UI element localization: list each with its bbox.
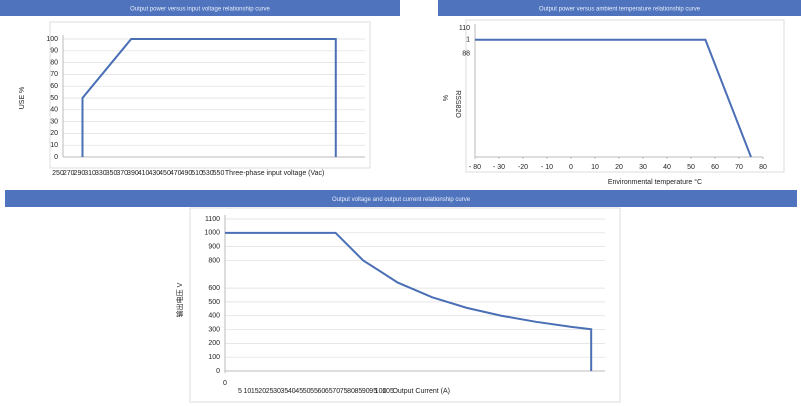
x-tick-label: 5 bbox=[238, 388, 242, 395]
x-tick-label: 80 bbox=[347, 388, 355, 395]
chart-title: Output voltage and output current relati… bbox=[332, 197, 471, 203]
x-tick-label: 25 bbox=[266, 388, 274, 395]
x-tick-label: 20 bbox=[615, 164, 623, 171]
y-tick-label: 600 bbox=[208, 285, 220, 292]
x-tick-label: 95 bbox=[369, 388, 377, 395]
y-tick-label: 10 bbox=[50, 142, 58, 149]
x-tick-label: 40 bbox=[663, 164, 671, 171]
x-tick-label: 50 bbox=[687, 164, 695, 171]
plot-frame bbox=[189, 207, 621, 403]
x-tick-label: 105 bbox=[382, 388, 394, 395]
y-tick-label: 40 bbox=[50, 107, 58, 114]
y-axis-label: USE % bbox=[19, 87, 26, 110]
x-axis-label: Environmental temperature °C bbox=[608, 178, 702, 186]
x-axis-label: Three-phase input voltage (Vac) bbox=[225, 170, 324, 177]
y-tick-label: 900 bbox=[208, 243, 220, 250]
y-tick-label: 1100 bbox=[205, 216, 220, 223]
x-tick-label: 450 bbox=[159, 170, 171, 177]
header-bar bbox=[0, 0, 400, 16]
x-tick-label: 410 bbox=[138, 170, 150, 177]
y-tick-label: 500 bbox=[208, 299, 220, 306]
x-tick-label: 510 bbox=[191, 170, 203, 177]
x-tick-label: 310 bbox=[84, 170, 96, 177]
y-tick-label: 80 bbox=[50, 59, 58, 66]
x-tick-label: 250 bbox=[52, 170, 64, 177]
y-tick-label: 30 bbox=[50, 118, 58, 125]
y-tick-label: 100 bbox=[46, 36, 58, 43]
x-tick-label: 270 bbox=[63, 170, 75, 177]
x-tick-label: - 10 bbox=[541, 164, 553, 171]
x-tick-label: 35 bbox=[281, 388, 289, 395]
x-tick-label: 60 bbox=[711, 164, 719, 171]
x-tick-label: 30 bbox=[639, 164, 647, 171]
x-tick-label: 350 bbox=[106, 170, 118, 177]
x-tick-label: 75 bbox=[340, 388, 348, 395]
curve bbox=[81, 38, 337, 157]
x-tick-label: 100 bbox=[375, 388, 387, 395]
y-tick-label: 300 bbox=[208, 326, 220, 333]
y-axis-label: 输出电压 V bbox=[175, 282, 184, 317]
x-tick-label: 370 bbox=[116, 170, 128, 177]
x-tick-label: 90 bbox=[362, 388, 370, 395]
x-axis-label: Output Current (A) bbox=[392, 388, 450, 395]
x-tick-label: 70 bbox=[332, 388, 340, 395]
y-tick-label: 0 bbox=[54, 154, 58, 161]
x-tick-label: 80 bbox=[759, 164, 767, 171]
plot-frame bbox=[465, 19, 785, 173]
x-tick-label: 30 bbox=[273, 388, 281, 395]
y-tick-label: 60 bbox=[50, 83, 58, 90]
x-tick-label: 55 bbox=[310, 388, 318, 395]
y-tick-label: 50 bbox=[50, 95, 58, 102]
y-tick-label: 110 bbox=[459, 25, 470, 32]
plot-frame bbox=[49, 21, 371, 169]
y-tick-label: 1 bbox=[466, 37, 470, 44]
x-tick-label: 470 bbox=[170, 170, 182, 177]
curve bbox=[475, 38, 752, 158]
x-tick-label: 390 bbox=[127, 170, 139, 177]
x-tick-label: 20 bbox=[258, 388, 266, 395]
y-tick-label: 20 bbox=[50, 130, 58, 137]
y-tick-label: 1000 bbox=[204, 230, 220, 237]
y-tick-label: 88 bbox=[462, 51, 470, 58]
x-tick-label: 330 bbox=[95, 170, 107, 177]
header-bar bbox=[5, 190, 797, 207]
x-tick-label: 50 bbox=[303, 388, 311, 395]
x-tick-label: 290 bbox=[74, 170, 86, 177]
x-tick-label: 40 bbox=[288, 388, 296, 395]
y-tick-label: 400 bbox=[208, 313, 220, 320]
y-tick-label: 800 bbox=[208, 257, 220, 264]
x-tick-label: 490 bbox=[181, 170, 193, 177]
x-tick-label: 70 bbox=[735, 164, 743, 171]
x-tick-label: 45 bbox=[295, 388, 303, 395]
curve bbox=[225, 231, 593, 371]
header-bar bbox=[438, 0, 801, 16]
y-tick-label: 100 bbox=[208, 354, 220, 361]
x-tick-label: 85 bbox=[355, 388, 363, 395]
x-tick-label: 550 bbox=[213, 170, 225, 177]
x-tick-label: 430 bbox=[148, 170, 160, 177]
y-tick-label: 0 bbox=[216, 368, 220, 375]
x-tick-label: 15 bbox=[251, 388, 259, 395]
y-tick-label: 90 bbox=[50, 48, 58, 55]
x-tick-label: 60 bbox=[318, 388, 326, 395]
x-tick-label: 10 bbox=[244, 388, 252, 395]
x-tick-label: -20 bbox=[518, 164, 528, 171]
chart-title: Output power versus input voltage relati… bbox=[130, 7, 270, 13]
y-axis-unit: % bbox=[443, 95, 450, 101]
chart-title: Output power versus ambient temperature … bbox=[539, 7, 701, 13]
x-tick-label: - 30 bbox=[493, 164, 505, 171]
y-tick-label: 200 bbox=[208, 340, 220, 347]
x-tick-label: - 80 bbox=[469, 164, 481, 171]
x-tick-label: 65 bbox=[325, 388, 333, 395]
x-tick-label: 0 bbox=[223, 380, 227, 387]
x-tick-label: 0 bbox=[569, 164, 573, 171]
x-tick-label: 10 bbox=[591, 164, 599, 171]
y-axis-label: RSS82O bbox=[454, 90, 461, 118]
x-tick-label: 530 bbox=[202, 170, 214, 177]
y-tick-label: 70 bbox=[50, 71, 58, 78]
